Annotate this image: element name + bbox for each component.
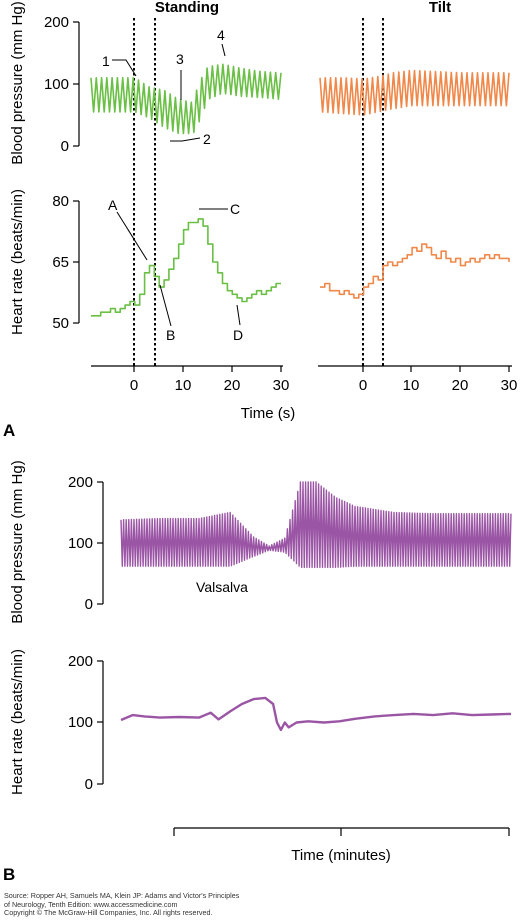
standing-bp-trace — [90, 63, 282, 135]
a-hr-tick-80: 80 — [52, 193, 69, 210]
valsalva-bp-trace — [120, 481, 512, 569]
axes — [73, 21, 512, 836]
callout-2: 2 — [203, 131, 211, 147]
a-xlabel: Time (s) — [241, 405, 295, 422]
valsalva-hr-trace — [120, 696, 512, 732]
a-left-x-tick-10: 10 — [175, 377, 192, 394]
a-left-x-tick-20: 20 — [224, 377, 241, 394]
a-right-x-tick-20: 20 — [452, 377, 469, 394]
b-bp-tick-0: 0 — [85, 596, 93, 613]
source-line-1: Source: Ropper AH, Samuels MA, Klein JP:… — [4, 891, 240, 900]
a-hr-tick-50: 50 — [52, 315, 69, 332]
callout-B: B — [166, 327, 175, 343]
b-hr-tick-200: 200 — [68, 653, 93, 670]
panel-b-label: B — [3, 865, 15, 884]
callout-D: D — [233, 327, 243, 343]
b-hr-tick-100: 100 — [68, 714, 93, 731]
tilt-hr-trace — [320, 243, 510, 299]
standing-hr-trace — [91, 218, 281, 317]
a-right-x-tick-0: 0 — [359, 377, 367, 394]
callout-C: C — [230, 201, 240, 217]
b-bp-ylabel: Blood pressure (mm Hg) — [9, 460, 26, 623]
source-line-3: Copyright © The McGraw-Hill Companies, I… — [4, 908, 213, 918]
a-left-x-tick-0: 0 — [130, 377, 138, 394]
a-right-x-tick-10: 10 — [403, 377, 420, 394]
callout-3: 3 — [176, 51, 184, 67]
source-line-2: of Neurology, Tenth Edition: www.accessm… — [4, 899, 178, 909]
source-credit: Source: Ropper AH, Samuels MA, Klein JP:… — [4, 891, 240, 918]
callout-1: 1 — [102, 53, 110, 69]
tick-labels: 200 100 0 80 65 50 0 10 20 30 0 10 20 30… — [44, 14, 517, 793]
callout-4: 4 — [217, 27, 225, 43]
b-hr-ylabel: Heart rate (beats/min) — [9, 649, 26, 795]
a-bp-tick-100: 100 — [44, 76, 69, 93]
b-bp-tick-200: 200 — [68, 474, 93, 491]
tilt-title: Tilt — [429, 0, 451, 16]
a-bp-ylabel: Blood pressure (mm Hg) — [9, 1, 26, 164]
valsalva-label: Valsalva — [196, 579, 248, 595]
a-hr-ylabel: Heart rate (beats/min) — [9, 189, 26, 335]
a-left-x-tick-30: 30 — [273, 377, 290, 394]
a-bp-tick-200: 200 — [44, 14, 69, 31]
tilt-bp-trace — [319, 69, 510, 116]
leader-lines — [112, 43, 241, 327]
callout-A: A — [108, 197, 118, 213]
standing-title: Standing — [155, 0, 219, 16]
a-right-x-tick-30: 30 — [501, 377, 518, 394]
b-bp-tick-100: 100 — [68, 535, 93, 552]
event-markers — [133, 18, 384, 366]
a-hr-tick-65: 65 — [52, 254, 69, 271]
series-layer — [90, 63, 512, 732]
panel-a-label: A — [3, 421, 15, 440]
b-hr-tick-0: 0 — [85, 776, 93, 793]
b-xlabel: Time (minutes) — [291, 847, 390, 864]
a-bp-tick-0: 0 — [61, 138, 69, 155]
